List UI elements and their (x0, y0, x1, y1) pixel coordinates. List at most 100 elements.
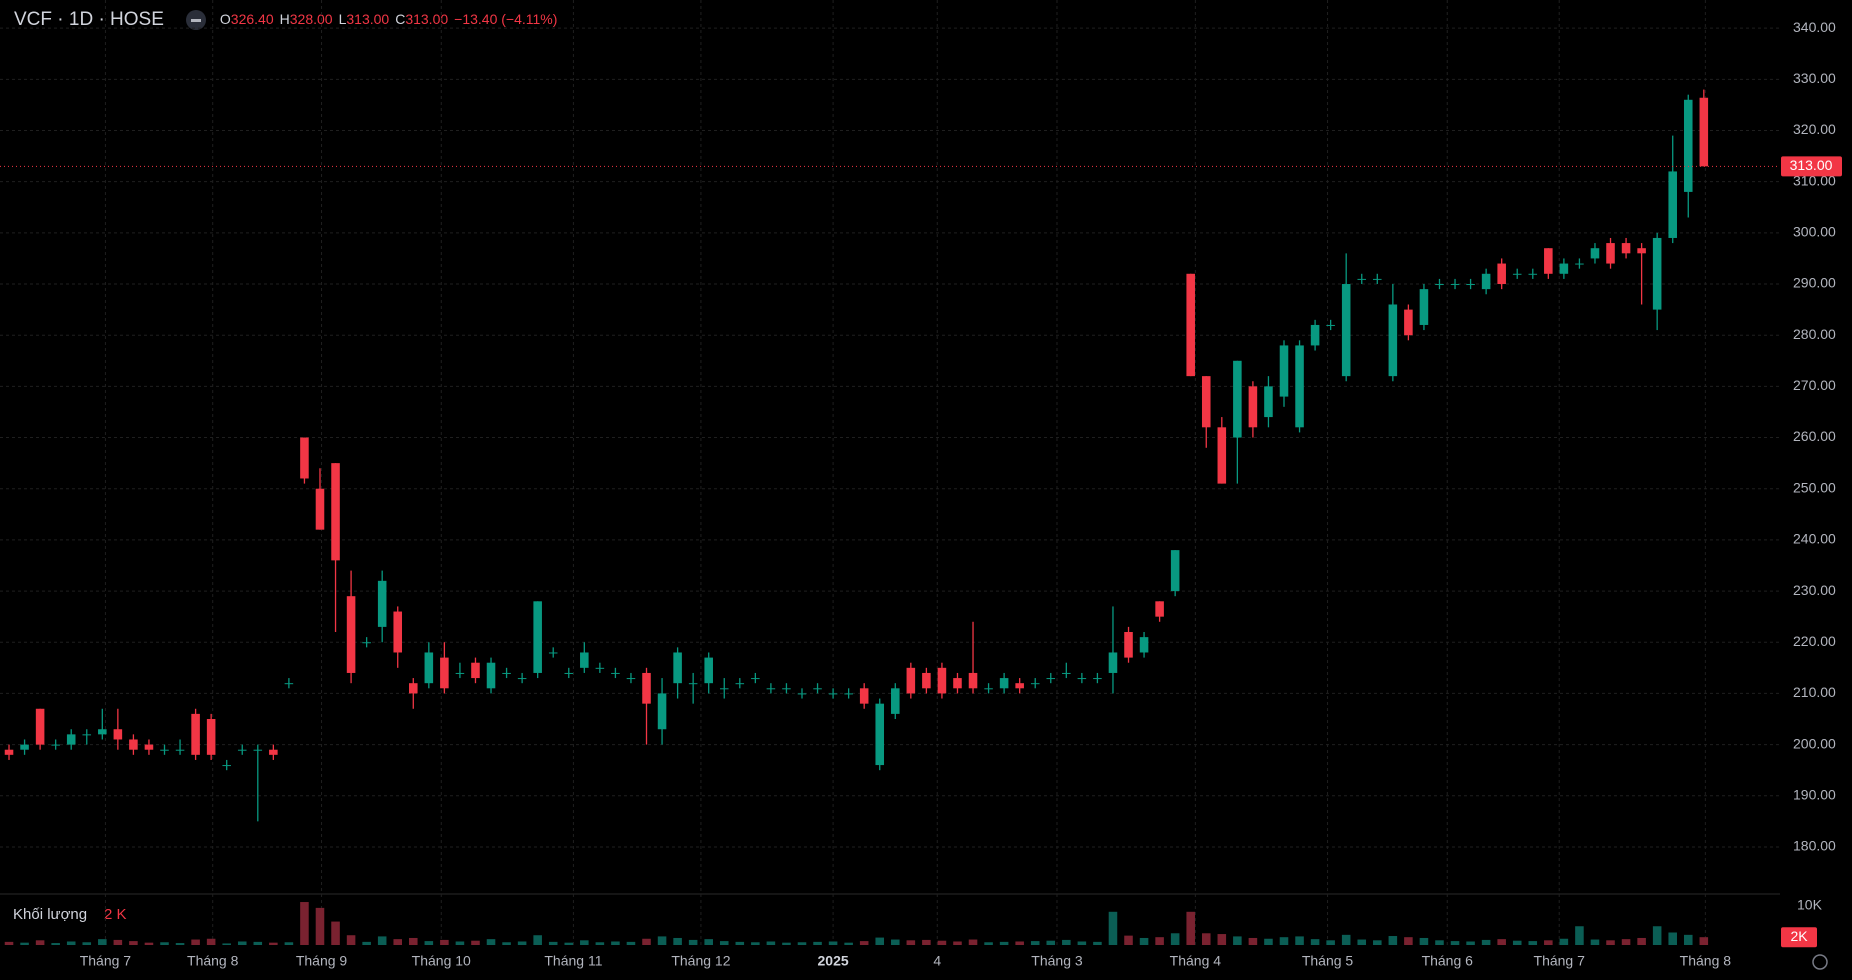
volume-bar (1248, 937, 1258, 945)
volume-bar (1093, 941, 1102, 945)
candle-body (828, 693, 838, 695)
volume-bar (440, 939, 449, 945)
toggle-icon (191, 19, 201, 22)
candle-body (1030, 683, 1040, 685)
volume-bar (891, 939, 900, 945)
candle-body (1077, 678, 1087, 680)
volume-bar (937, 940, 947, 945)
volume-bar (1046, 940, 1056, 945)
candle-body (953, 678, 962, 689)
settings-button[interactable] (1812, 954, 1828, 970)
candle-body (1668, 171, 1677, 238)
volume-bar (1528, 941, 1538, 945)
volume-bar (1575, 926, 1584, 945)
volume-bar (486, 939, 496, 945)
candle-body (719, 688, 729, 690)
volume-bar (673, 937, 682, 945)
volume-bar (828, 941, 838, 945)
candle-body (1357, 278, 1367, 280)
ohlc-label: H (280, 11, 290, 27)
candle-body (440, 657, 449, 689)
candle-body (98, 729, 107, 735)
ohlc-value: 313.00 (346, 11, 389, 27)
candle-body (1264, 386, 1273, 418)
volume-bar (1279, 937, 1289, 945)
volume-bar (844, 942, 853, 945)
candle-body (331, 463, 340, 561)
y-tick-label: 240.00 (1793, 531, 1836, 547)
candle-body (160, 749, 169, 751)
candle-body (1683, 99, 1693, 192)
candle-body (4, 749, 14, 755)
candle-body (782, 688, 791, 690)
candle-body (300, 437, 309, 479)
candle-body (1404, 309, 1413, 336)
candle-body (284, 683, 294, 685)
candle-body (517, 678, 527, 680)
x-tick-label: Tháng 10 (412, 953, 471, 969)
candle-body (82, 734, 92, 736)
candle-body (999, 678, 1009, 689)
volume-bar (1139, 937, 1149, 945)
candle-body (1093, 678, 1102, 680)
x-tick-label: Tháng 3 (1031, 953, 1083, 969)
volume-bar (595, 942, 605, 945)
candle-body (1544, 248, 1553, 274)
volume-bar (1357, 939, 1367, 945)
candle-body (580, 652, 589, 668)
candle-body (797, 693, 807, 695)
volume-bar (1544, 940, 1553, 945)
volume-bar (1450, 941, 1460, 945)
candle-body (206, 719, 216, 755)
candle-body (906, 667, 916, 694)
volume-bar (66, 941, 76, 945)
volume-bar (471, 940, 480, 945)
volume-bar (269, 942, 278, 945)
candle-body (1310, 324, 1320, 346)
volume-bar (1652, 926, 1662, 945)
candle-body (1575, 263, 1584, 265)
volume-title: Khối lượng (13, 906, 87, 923)
volume-bar (533, 935, 542, 945)
volume-bar (953, 941, 962, 945)
candle-body (1108, 652, 1118, 673)
change: −13.40 (−4.11%) (454, 11, 557, 27)
volume-bar (906, 940, 916, 945)
candle-body (1450, 284, 1460, 286)
x-tick-label: Tháng 11 (544, 953, 602, 969)
volume-bar (657, 936, 667, 945)
y-tick-label: 230.00 (1793, 582, 1836, 598)
candle-body (642, 672, 651, 704)
header: VCF · 1D · HOSE O326.40 H328.00 L313.00 C313… (14, 9, 557, 30)
volume-bar (968, 939, 978, 945)
candle-body (735, 683, 745, 685)
volume-bar (1512, 940, 1522, 945)
x-tick-label: Tháng 6 (1422, 953, 1474, 969)
candle-body (1637, 248, 1646, 254)
volume-bar (191, 939, 200, 945)
volume-bar (1124, 935, 1133, 945)
volume-bar (1388, 936, 1398, 945)
candle-body (1606, 243, 1615, 264)
ohlc-label: L (339, 11, 347, 27)
volume-bar (253, 941, 263, 945)
volume-bar (331, 921, 340, 945)
volume-bar (1108, 911, 1118, 945)
candle-body (1699, 97, 1709, 167)
volume-bar (1264, 938, 1273, 945)
candle-body (875, 703, 885, 766)
volume-bar (688, 939, 698, 945)
volume-bar (564, 942, 574, 945)
x-tick-label: Tháng 7 (1534, 953, 1586, 969)
x-tick-label: 2025 (818, 953, 849, 969)
volume-bar (626, 941, 636, 945)
y-tick-label: 180.00 (1793, 838, 1836, 854)
volume-bar (362, 941, 371, 945)
volume-bar (704, 939, 713, 945)
y-tick-label: 320.00 (1793, 121, 1836, 137)
candle-body (1590, 248, 1600, 259)
volume-bar (1341, 934, 1351, 945)
candle-body (362, 642, 371, 644)
candle-body (673, 652, 682, 684)
volume-bar (1155, 937, 1164, 945)
